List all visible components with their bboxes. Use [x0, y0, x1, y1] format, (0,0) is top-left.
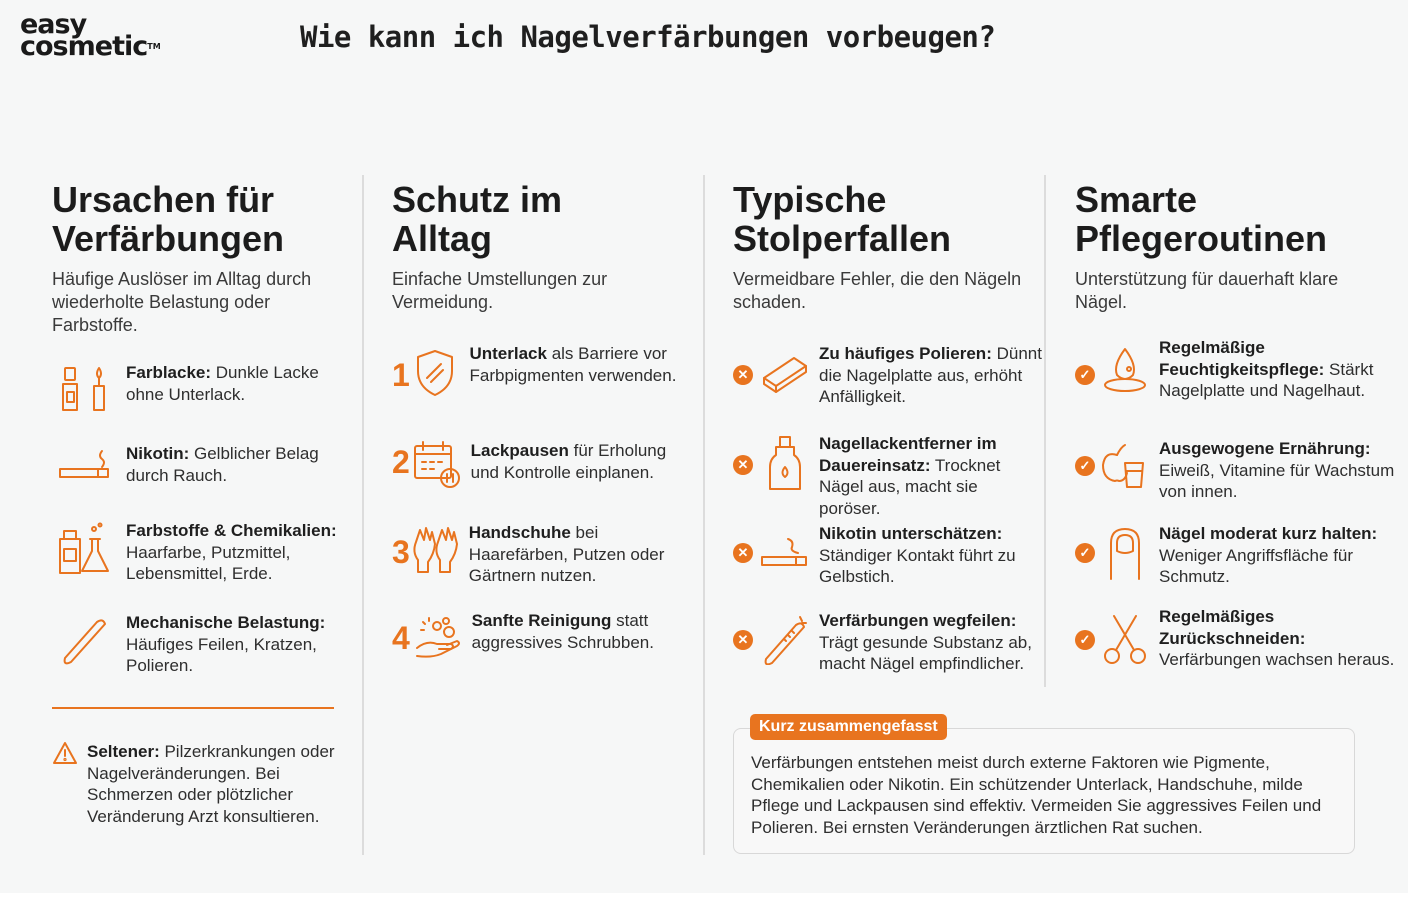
column-subtitle: Unterstützung für dauerhaft klare Nägel. — [1075, 269, 1339, 312]
item-text: Mechanische Belastung: Häufiges Feilen, … — [126, 613, 326, 675]
list-item: Farbstoffe & Chemikalien: Haarfarbe, Put… — [56, 520, 346, 585]
shield-icon — [410, 343, 460, 403]
note-text: Seltener: Pilzerkrankungen oder Nagelver… — [87, 742, 335, 826]
x-mark-icon: ✕ — [733, 543, 753, 563]
calendar-pause-icon — [412, 440, 462, 490]
logo-tm: TM — [147, 42, 161, 51]
column-routines: Smarte Pflegeroutinen Unterstützung für … — [1075, 180, 1375, 314]
page-title: Wie kann ich Nagelverfärbungen vorbeugen… — [300, 20, 996, 54]
chemicals-icon — [56, 520, 114, 580]
list-item: 4 Sanfte Reinigung statt aggressives Sch… — [392, 610, 692, 664]
cigarette-icon — [56, 443, 114, 487]
divider — [52, 707, 334, 709]
step-number: 4 — [392, 620, 410, 656]
nail-polish-icon — [56, 362, 114, 414]
step-number: 1 — [392, 357, 410, 393]
short-nail-icon — [1099, 523, 1151, 583]
list-item: ✕ Zu häufiges Polieren: Dünnt die Nagelp… — [733, 343, 1043, 408]
summary-text: Verfärbungen entstehen meist durch exter… — [751, 753, 1322, 837]
x-mark-icon: ✕ — [733, 630, 753, 650]
column-divider — [1044, 175, 1046, 687]
item-text: Nikotin: Gelblicher Belag durch Rauch. — [126, 444, 319, 485]
column-divider — [362, 175, 364, 855]
column-title: Ursachen für Verfärbungen — [52, 179, 285, 259]
washing-hands-icon — [413, 610, 463, 664]
summary-badge: Kurz zusammengefasst — [750, 714, 947, 740]
step-number: 2 — [392, 444, 410, 480]
list-item: ✕ Nikotin unterschätzen: Ständiger Konta… — [733, 523, 1043, 588]
list-item: Nikotin: Gelblicher Belag durch Rauch. — [56, 443, 346, 487]
column-title: Typische Stolperfallen — [733, 179, 952, 259]
list-item: ✓ Regelmäßige Feuchtigkeitspflege: Stärk… — [1075, 337, 1395, 403]
x-mark-icon: ✕ — [733, 455, 753, 475]
item-text: Farblacke: Dunkle Lacke ohne Unterlack. — [126, 363, 319, 404]
polishing-block-icon — [759, 343, 811, 403]
list-item: ✓ Regelmäßiges Zurückschneiden: Verfärbu… — [1075, 606, 1395, 672]
cigarette-icon — [759, 523, 811, 579]
item-text: Sanfte Reinigung statt aggressives Schru… — [471, 611, 654, 652]
logo[interactable]: easy cosmeticTM — [20, 9, 161, 60]
column-protection: Schutz im Alltag Einfache Umstellungen z… — [392, 180, 682, 314]
column-subtitle: Einfache Umstellungen zur Vermeidung. — [392, 269, 608, 312]
column-pitfalls: Typische Stolperfallen Vermeidbare Fehle… — [733, 180, 1033, 314]
x-mark-icon: ✕ — [733, 365, 753, 385]
check-mark-icon: ✓ — [1075, 365, 1095, 385]
list-item: ✕ Verfärbungen wegfeilen: Trägt gesunde … — [733, 610, 1043, 675]
list-item: 3 Handschuhe bei Haarefärben, Putzen ode… — [392, 522, 692, 587]
logo-line2: cosmetic — [20, 31, 148, 62]
list-item: 1 Unterlack als Barriere vor Farbpigment… — [392, 343, 692, 403]
check-mark-icon: ✓ — [1075, 630, 1095, 650]
item-text: Regelmäßiges Zurückschneiden: Verfärbung… — [1159, 607, 1395, 669]
list-item: ✓ Nägel moderat kurz halten: Weniger Ang… — [1075, 523, 1395, 588]
oil-drop-icon — [1099, 337, 1151, 403]
item-text: Zu häufiges Polieren: Dünnt die Nagelpla… — [819, 344, 1042, 406]
remover-bottle-icon — [759, 433, 811, 495]
column-subtitle: Vermeidbare Fehler, die den Nägeln schad… — [733, 269, 1022, 312]
item-text: Verfärbungen wegfeilen: Trägt gesunde Su… — [819, 611, 1032, 673]
item-text: Nikotin unterschätzen: Ständiger Kontakt… — [819, 524, 1016, 586]
item-text: Lackpausen für Erholung und Kontrolle ei… — [470, 441, 667, 482]
item-text: Ausgewogene Ernährung: Eiweiß, Vitamine … — [1159, 439, 1395, 501]
scissors-icon — [1099, 606, 1151, 672]
item-text: Handschuhe bei Haarefärben, Putzen oder … — [468, 523, 665, 585]
warning-icon — [52, 741, 78, 765]
list-item: Farblacke: Dunkle Lacke ohne Unterlack. — [56, 362, 346, 414]
check-mark-icon: ✓ — [1075, 456, 1095, 476]
column-title: Schutz im Alltag — [392, 179, 563, 259]
nail-file-icon — [759, 610, 811, 668]
item-text: Regelmäßige Feuchtigkeitspflege: Stärkt … — [1159, 338, 1374, 400]
item-text: Unterlack als Barriere vor Farbpigmenten… — [469, 344, 677, 385]
apple-glass-icon — [1099, 438, 1151, 494]
column-title: Smarte Pflegeroutinen — [1075, 179, 1328, 259]
footer-strip — [0, 893, 1408, 900]
column-causes: Ursachen für Verfärbungen Häufige Auslös… — [52, 180, 342, 337]
nail-file-icon — [56, 612, 114, 668]
item-text: Farbstoffe & Chemikalien: Haarfarbe, Put… — [126, 521, 337, 583]
note: Seltener: Pilzerkrankungen oder Nagelver… — [52, 741, 342, 827]
step-number: 3 — [392, 534, 410, 570]
column-divider — [703, 175, 705, 855]
list-item: 2 Lackpausen für Erholung und Kontrolle … — [392, 440, 692, 490]
column-subtitle: Häufige Auslöser im Alltag durch wiederh… — [52, 269, 312, 335]
summary-box — [733, 728, 1355, 854]
logo-line1: easy — [20, 9, 87, 40]
list-item: Mechanische Belastung: Häufiges Feilen, … — [56, 612, 346, 677]
list-item: ✓ Ausgewogene Ernährung: Eiweiß, Vitamin… — [1075, 438, 1395, 503]
item-text: Nägel moderat kurz halten: Weniger Angri… — [1159, 524, 1378, 586]
list-item: ✕ Nagellackentferner im Dauereinsatz: Tr… — [733, 433, 1043, 519]
item-text: Nagellackentferner im Dauereinsatz: Troc… — [819, 434, 1001, 518]
check-mark-icon: ✓ — [1075, 543, 1095, 563]
gloves-icon — [410, 522, 460, 580]
